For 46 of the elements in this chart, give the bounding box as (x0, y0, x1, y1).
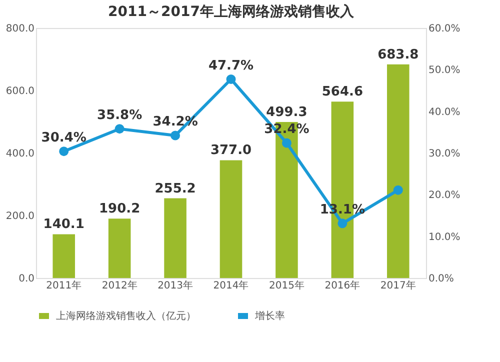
point (282, 138, 292, 148)
bar (108, 218, 131, 278)
y-tick-label: 600.0 (6, 86, 34, 97)
y2-tick-label: 60.0% (428, 24, 460, 34)
point (114, 124, 124, 134)
point (338, 218, 348, 228)
x-tick-label: 2016年 (324, 280, 360, 292)
y-tick-label: 0.0 (18, 274, 34, 284)
point (170, 130, 180, 140)
bar (164, 198, 186, 278)
data-label: 13.1% (320, 202, 365, 218)
data-label: 47.7% (208, 58, 254, 74)
chart-title: 2011～2017年上海网络游戏销售收入 (108, 4, 355, 20)
data-label: 190.2 (99, 202, 140, 217)
y-tick-label: 200.0 (6, 211, 34, 222)
data-label: 30.4% (41, 130, 86, 146)
data-label: 377.0 (210, 143, 252, 158)
data-label: 35.8% (97, 108, 142, 123)
x-tick-label: 2012年 (102, 280, 138, 292)
y-tick-label: 800.0 (6, 24, 34, 34)
data-label: 32.4% (264, 122, 310, 137)
y2-tick-label: 40.0% (428, 106, 460, 118)
point (226, 74, 236, 84)
x-tick-label: 2014年 (213, 280, 249, 292)
y2-tick-label: 20.0% (428, 190, 460, 202)
y2-tick-label: 10.0% (428, 232, 460, 243)
data-label: 564.6 (322, 84, 363, 100)
bar (220, 160, 242, 278)
x-tick-label: 2017年 (380, 280, 416, 292)
x-tick-label: 2015年 (268, 280, 304, 292)
data-label: 140.1 (43, 217, 84, 232)
data-label: 683.8 (378, 47, 419, 62)
y2-tick-label: 50.0% (428, 65, 460, 76)
point (59, 146, 69, 156)
y-tick-label: 400.0 (6, 148, 34, 160)
bar (52, 234, 75, 278)
legend-label: 增长率 (254, 310, 285, 322)
x-tick-label: 2011年 (46, 280, 82, 292)
x-tick-label: 2013年 (158, 280, 194, 292)
point (393, 185, 403, 195)
y2-tick-label: 30.0% (428, 148, 460, 160)
bar (387, 64, 410, 278)
legend-label: 上海网络游戏销售收入（亿元） (56, 310, 196, 322)
data-label: 499.3 (266, 104, 308, 120)
y2-tick-label: 0.0% (428, 274, 454, 284)
data-label: 255.2 (154, 181, 196, 196)
